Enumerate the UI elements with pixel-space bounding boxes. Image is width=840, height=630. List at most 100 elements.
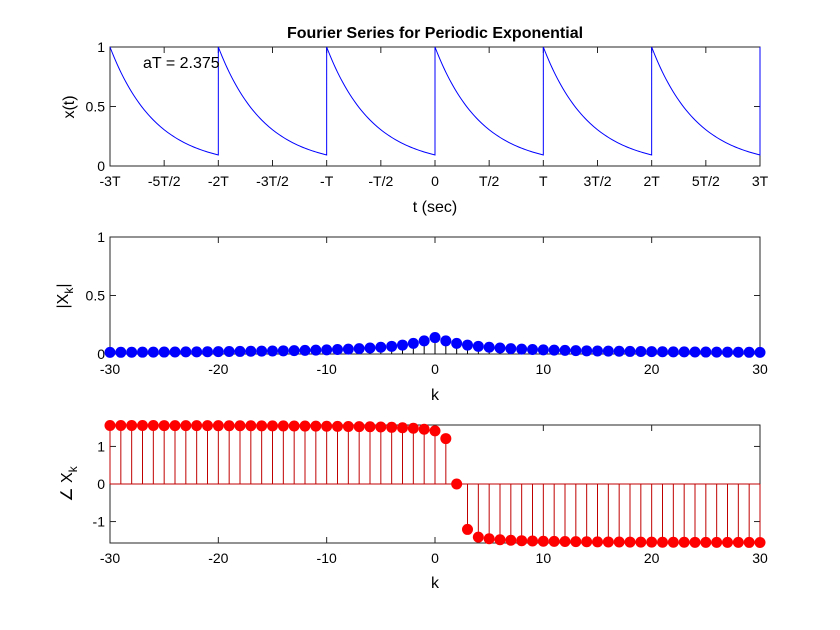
stem-marker (245, 420, 257, 432)
stem-marker (613, 345, 625, 357)
y-tick-label: -1 (93, 514, 106, 530)
time-signal-y-axis-label: x(t) (61, 95, 78, 118)
stem-marker (342, 420, 354, 432)
time-signal-x-axis-label: t (sec) (413, 199, 457, 216)
x-tick-label: T/2 (479, 173, 499, 189)
stem-marker (678, 346, 690, 358)
y-tick-label: 0 (97, 346, 105, 362)
stem-marker (256, 420, 268, 432)
stem-marker (743, 346, 755, 358)
stem-marker (321, 344, 333, 356)
stem-marker (559, 536, 571, 548)
x-tick-label: 3T/2 (583, 173, 611, 189)
x-tick-label: 10 (536, 550, 552, 566)
magnitude-y-label-close: | (55, 284, 72, 288)
y-tick-label: 0 (97, 476, 105, 492)
stem-marker (646, 346, 658, 358)
stem-marker (418, 335, 430, 347)
stem-marker (375, 341, 387, 353)
chart-title: Fourier Series for Periodic Exponential (287, 25, 583, 42)
magnitude-y-tick-labels: 00.51 (86, 229, 106, 362)
stem-marker (451, 337, 463, 349)
stem-marker (667, 346, 679, 358)
stem-marker (667, 536, 679, 548)
x-tick-label: -30 (100, 550, 120, 566)
stem-marker (397, 339, 408, 351)
phase-panel: -30 -20 -10 0 10 20 30 -101 k ∠ Xk (59, 419, 768, 592)
phase-y-axis-label: ∠ Xk (59, 465, 80, 501)
stem-marker (429, 425, 441, 437)
x-tick-label: -10 (317, 550, 337, 566)
stem-marker (407, 422, 419, 434)
stem-marker (180, 420, 192, 432)
stem-marker (353, 343, 365, 355)
stem-marker (137, 346, 148, 358)
stem-marker (147, 346, 159, 358)
stem-marker (689, 536, 701, 548)
stem-marker (602, 345, 614, 357)
stem-marker (711, 346, 723, 358)
stem-marker (256, 345, 268, 357)
magnitude-y-label-main: |X (55, 293, 72, 308)
stem-marker (722, 346, 733, 358)
stem-marker (288, 345, 300, 357)
stem-marker (126, 420, 138, 432)
stem-marker (212, 420, 224, 432)
stem-marker (397, 422, 408, 434)
stem-marker (602, 536, 614, 548)
y-tick-label: 0.5 (86, 288, 106, 304)
stem-marker (754, 536, 766, 548)
stem-marker (581, 345, 593, 357)
x-tick-label: -10 (317, 361, 337, 377)
stem-marker (169, 346, 181, 358)
stem-marker (364, 421, 376, 433)
stem-marker (592, 345, 603, 357)
stem-marker (342, 343, 354, 355)
y-tick-label: 1 (97, 438, 105, 454)
stem-marker (418, 423, 430, 435)
stem-marker (548, 535, 560, 547)
x-tick-label: -3T/2 (256, 173, 289, 189)
stem-marker (689, 346, 701, 358)
stem-marker (375, 421, 387, 433)
magnitude-markers (104, 332, 766, 358)
stem-marker (429, 332, 441, 344)
time-signal-panel: -3T -5T/2 -2T -3T/2 -T -T/2 0 T/2 T 3T/2 2T 5T/2 3T … (61, 25, 769, 216)
magnitude-x-axis-label: k (431, 387, 440, 404)
y-tick-label: 0 (97, 158, 105, 174)
x-tick-label: 0 (431, 550, 439, 566)
x-tick-label: -T/2 (368, 173, 393, 189)
stem-marker (743, 536, 755, 548)
stem-marker (223, 346, 235, 358)
stem-marker (472, 340, 484, 352)
stem-marker (267, 420, 278, 432)
y-tick-label: 1 (97, 39, 105, 55)
stem-marker (277, 420, 289, 432)
stem-marker (440, 433, 452, 445)
x-tick-label: -20 (208, 550, 228, 566)
stem-marker (202, 420, 213, 432)
stem-marker (115, 419, 127, 431)
stem-marker (353, 421, 365, 433)
stem-marker (624, 536, 636, 548)
stem-marker (234, 345, 246, 357)
stem-marker (158, 420, 170, 432)
phase-y-tick-labels: -1 0 1 (93, 438, 106, 529)
phase-y-label-main: ∠ X (59, 472, 76, 502)
stem-marker (288, 420, 300, 432)
phase-stems (109, 425, 761, 543)
magnitude-y-axis-label: |Xk| (55, 284, 76, 309)
x-tick-label: 10 (536, 361, 552, 377)
stem-marker (310, 420, 322, 432)
stem-marker (147, 420, 159, 432)
stem-marker (732, 346, 744, 358)
stem-marker (678, 536, 690, 548)
stem-marker (494, 342, 506, 354)
stem-marker (570, 345, 582, 357)
x-tick-label: -20 (208, 361, 228, 377)
stem-marker (462, 339, 473, 351)
y-tick-label: 1 (97, 229, 105, 245)
x-tick-label: T (539, 173, 548, 189)
stem-marker (158, 346, 170, 358)
stem-marker (516, 343, 528, 355)
